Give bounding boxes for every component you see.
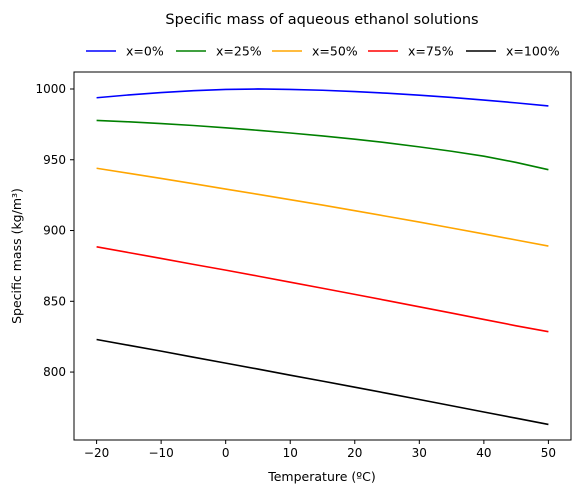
x-tick-label: 0 xyxy=(222,446,230,460)
series-line xyxy=(96,119,549,171)
y-axis-label: Specific mass (kg/m³) xyxy=(9,188,24,324)
y-axis: 800 850 900 950 1000 xyxy=(35,82,74,379)
legend-label: x=50% xyxy=(312,44,358,59)
x-tick-label: 40 xyxy=(476,446,491,460)
legend-item: x=100% xyxy=(466,44,560,59)
legend: x=0% x=25% x=50% x=75% x=100% xyxy=(86,44,560,59)
series-line xyxy=(96,246,549,333)
series-line xyxy=(96,167,549,247)
plot-area xyxy=(73,71,572,441)
series-layer xyxy=(96,88,549,426)
x-tick-label: −10 xyxy=(148,446,173,460)
x-tick-label: 10 xyxy=(283,446,298,460)
plot-frame xyxy=(73,71,572,441)
series-line xyxy=(96,338,549,426)
chart-title: Specific mass of aqueous ethanol solutio… xyxy=(165,12,478,28)
legend-item: x=50% xyxy=(272,44,358,59)
x-tick-label: 50 xyxy=(541,446,556,460)
y-tick-label: 900 xyxy=(43,224,66,238)
legend-item: x=0% xyxy=(86,44,164,59)
x-tick-label: 30 xyxy=(412,446,427,460)
legend-label: x=25% xyxy=(216,44,262,59)
x-axis: −20 −10 0 10 20 30 40 50 xyxy=(84,440,556,460)
y-tick-label: 950 xyxy=(43,153,66,167)
y-tick-label: 800 xyxy=(43,365,66,379)
legend-label: x=0% xyxy=(126,44,164,59)
legend-label: x=75% xyxy=(408,44,454,59)
y-tick-label: 1000 xyxy=(35,82,66,96)
x-tick-label: 20 xyxy=(347,446,362,460)
legend-label: x=100% xyxy=(506,44,560,59)
series-line xyxy=(96,88,549,107)
legend-item: x=75% xyxy=(368,44,454,59)
x-tick-label: −20 xyxy=(84,446,109,460)
y-tick-label: 850 xyxy=(43,294,66,308)
legend-item: x=25% xyxy=(176,44,262,59)
x-axis-label: Temperature (ºC) xyxy=(267,469,376,484)
